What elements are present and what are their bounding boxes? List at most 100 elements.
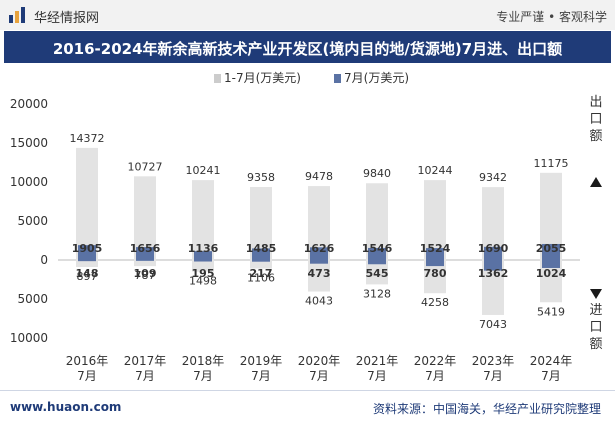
data-label-cumulative-export: 14372 xyxy=(70,132,105,145)
data-label-month-export: 1656 xyxy=(130,242,161,255)
data-label-cumulative-export: 9358 xyxy=(247,171,275,184)
y-tick-label: 10000 xyxy=(10,331,48,345)
export-side-label: 出口额 xyxy=(589,95,602,144)
data-label-month-export: 1524 xyxy=(420,242,451,255)
bar-month-import xyxy=(310,260,328,264)
data-label-month-export: 2055 xyxy=(536,242,567,255)
bar-cumulative-import xyxy=(424,260,446,294)
data-label-cumulative-import: 897 xyxy=(77,270,98,283)
data-label-cumulative-import: 3128 xyxy=(363,287,391,300)
data-label-cumulative-export: 10727 xyxy=(128,160,163,173)
up-arrow-icon xyxy=(590,177,602,187)
bar-cumulative-import xyxy=(482,260,504,315)
x-tick-label: 2022年 7月 xyxy=(414,354,457,383)
bar-month-import xyxy=(136,260,154,261)
data-label-month-import: 1362 xyxy=(478,267,509,280)
data-label-month-import: 545 xyxy=(366,267,389,280)
bar-month-export xyxy=(136,247,154,260)
data-label-cumulative-import: 787 xyxy=(135,269,156,282)
footer-divider xyxy=(0,390,615,391)
bar-month-import xyxy=(78,260,96,262)
y-tick-label: 5000 xyxy=(17,214,48,228)
bar-cumulative-import xyxy=(366,260,388,285)
bar-cumulative-import xyxy=(134,260,156,267)
x-tick-label: 2024年 7月 xyxy=(530,354,573,383)
bar-month-import xyxy=(368,260,386,265)
data-label-cumulative-export: 9478 xyxy=(305,170,333,183)
bar-cumulative-export xyxy=(308,186,330,260)
data-label-month-import: 473 xyxy=(308,267,331,280)
legend-label-month: 7月(万美元) xyxy=(344,71,409,85)
data-label-cumulative-import: 1498 xyxy=(189,275,217,288)
data-label-month-export: 1905 xyxy=(72,242,103,255)
bar-month-export xyxy=(310,247,328,260)
data-label-cumulative-import: 1106 xyxy=(247,272,275,285)
x-tick-label: 2021年 7月 xyxy=(356,354,399,383)
bar-cumulative-export xyxy=(76,147,98,260)
footer-source: 资料来源：中国海关，华经产业研究院整理 xyxy=(372,402,601,416)
x-tick-label: 2023年 7月 xyxy=(472,354,515,383)
y-tick-label: 10000 xyxy=(10,175,48,189)
data-label-month-import: 195 xyxy=(192,267,215,280)
data-label-month-export: 1690 xyxy=(478,242,509,255)
bar-month-export xyxy=(78,245,96,260)
bar-cumulative-import xyxy=(540,260,562,303)
data-label-cumulative-import: 4043 xyxy=(305,295,333,308)
bar-month-export xyxy=(368,247,386,260)
data-label-month-import: 109 xyxy=(134,267,157,280)
y-tick-label: 0 xyxy=(40,253,48,267)
data-label-cumulative-export: 9342 xyxy=(479,171,507,184)
bar-cumulative-import xyxy=(192,260,214,272)
chart-title: 2016-2024年新余高新技术产业开发区(境内目的地/货源地)7月进、出口额 xyxy=(52,40,563,58)
bar-cumulative-import xyxy=(308,260,330,292)
legend-swatch-cumulative xyxy=(214,74,221,83)
bar-cumulative-import xyxy=(250,260,272,269)
data-label-month-import: 780 xyxy=(424,267,447,280)
bar-cumulative-export xyxy=(366,183,388,260)
data-label-cumulative-import: 4258 xyxy=(421,296,449,309)
down-arrow-icon xyxy=(590,289,602,299)
bar-month-import xyxy=(426,260,444,267)
bar-month-export xyxy=(426,248,444,260)
bar-cumulative-import xyxy=(76,260,98,267)
bar-cumulative-export xyxy=(540,172,562,260)
data-label-month-export: 1626 xyxy=(304,242,335,255)
bar-cumulative-export xyxy=(250,187,272,260)
import-side-label: 进口额 xyxy=(589,303,602,352)
bar-month-export xyxy=(484,246,502,260)
legend-swatch-month xyxy=(334,74,341,83)
huajing-logo-icon xyxy=(9,7,25,23)
data-label-month-import: 1024 xyxy=(536,267,567,280)
data-label-cumulative-export: 10241 xyxy=(186,164,221,177)
data-label-cumulative-import: 7043 xyxy=(479,318,507,331)
data-label-cumulative-export: 10244 xyxy=(418,164,453,177)
y-tick-label: 5000 xyxy=(17,292,48,306)
x-tick-label: 2019年 7月 xyxy=(240,354,283,383)
y-tick-label: 20000 xyxy=(10,97,48,111)
footer-website: www.huaon.com xyxy=(10,400,122,414)
tagline: 专业严谨 • 客观科学 xyxy=(496,10,607,24)
data-label-month-export: 1136 xyxy=(188,242,219,255)
bar-month-import xyxy=(252,260,270,262)
bar-month-export xyxy=(252,248,270,260)
x-tick-label: 2016年 7月 xyxy=(66,354,109,383)
site-name: 华经情报网 xyxy=(34,11,100,26)
bar-month-import xyxy=(542,260,560,268)
x-tick-label: 2020年 7月 xyxy=(298,354,341,383)
legend-label-cumulative: 1-7月(万美元) xyxy=(224,71,301,85)
y-tick-label: 15000 xyxy=(10,136,48,150)
bar-cumulative-export xyxy=(424,180,446,260)
top-bar: 华经情报网 专业严谨 • 客观科学 xyxy=(0,0,615,30)
data-label-month-import: 148 xyxy=(76,267,99,280)
data-label-cumulative-export: 9840 xyxy=(363,167,391,180)
title-bar: 2016-2024年新余高新技术产业开发区(境内目的地/货源地)7月进、出口额 xyxy=(4,31,611,63)
data-label-month-import: 217 xyxy=(250,267,273,280)
bar-month-import xyxy=(484,260,502,271)
bar-month-export xyxy=(542,243,560,260)
data-label-cumulative-export: 11175 xyxy=(534,157,569,170)
x-tick-label: 2018年 7月 xyxy=(182,354,225,383)
bar-month-export xyxy=(194,251,212,260)
export-annotation-bg xyxy=(587,96,606,196)
bar-cumulative-export xyxy=(482,187,504,260)
